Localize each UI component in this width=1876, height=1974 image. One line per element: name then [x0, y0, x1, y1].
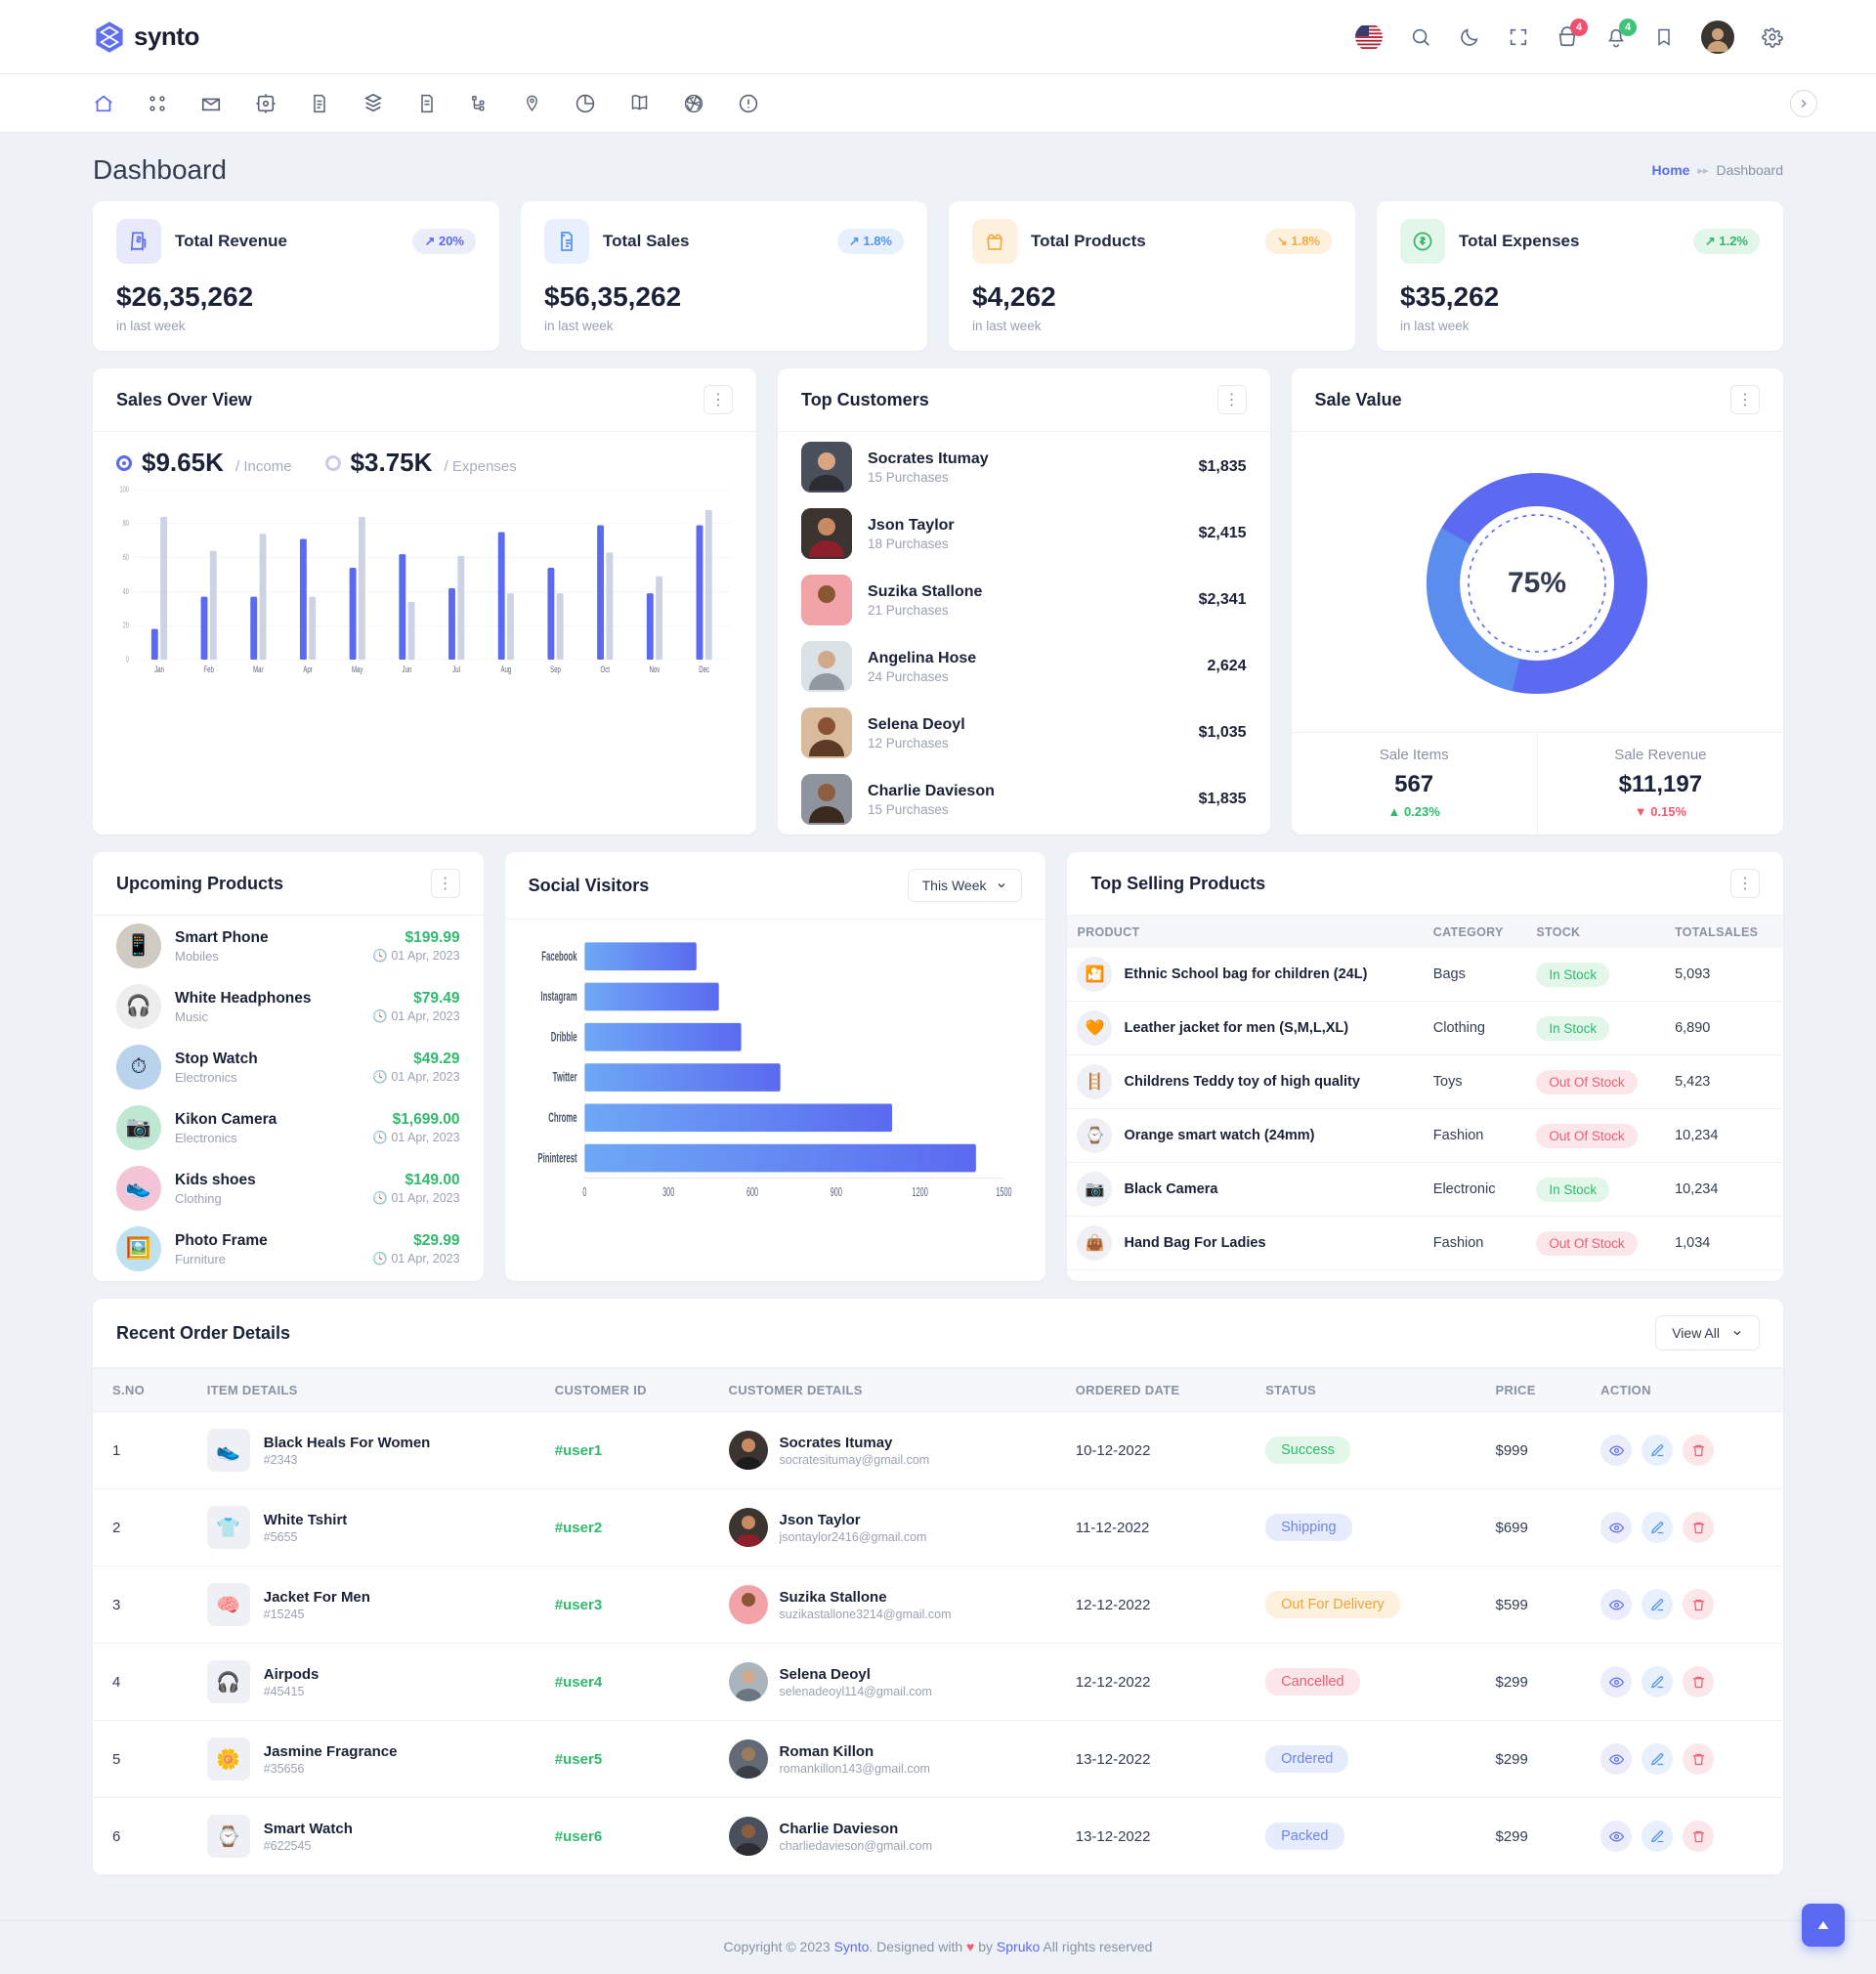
svg-text:Jan: Jan — [154, 665, 164, 675]
svg-text:Oct: Oct — [601, 665, 611, 675]
svg-text:Aug: Aug — [500, 665, 511, 675]
svg-text:Pininterest: Pininterest — [537, 1151, 576, 1166]
svg-text:Mar: Mar — [253, 665, 264, 675]
svg-text:May: May — [352, 665, 363, 675]
svg-text:Nov: Nov — [650, 665, 661, 675]
svg-text:Jun: Jun — [403, 665, 412, 675]
svg-text:1200: 1200 — [912, 1186, 927, 1199]
svg-text:Chrome: Chrome — [548, 1111, 576, 1126]
svg-text:Instagram: Instagram — [540, 990, 576, 1005]
svg-text:40: 40 — [123, 587, 129, 596]
svg-text:0: 0 — [582, 1186, 586, 1199]
svg-text:Feb: Feb — [203, 665, 213, 675]
svg-text:Apr: Apr — [303, 665, 313, 675]
svg-text:0: 0 — [126, 655, 129, 664]
svg-text:1500: 1500 — [996, 1186, 1011, 1199]
svg-text:900: 900 — [830, 1186, 841, 1199]
svg-text:100: 100 — [119, 485, 128, 494]
svg-text:Sep: Sep — [550, 665, 561, 675]
svg-text:60: 60 — [123, 553, 129, 562]
svg-text:Jul: Jul — [452, 665, 460, 675]
svg-text:300: 300 — [662, 1186, 674, 1199]
svg-text:600: 600 — [746, 1186, 758, 1199]
svg-text:Dribble: Dribble — [550, 1030, 576, 1045]
svg-text:75%: 75% — [1508, 567, 1566, 599]
svg-text:20: 20 — [123, 622, 129, 630]
svg-text:Dec: Dec — [699, 665, 709, 675]
svg-text:Facebook: Facebook — [541, 950, 577, 965]
svg-text:Twitter: Twitter — [552, 1071, 576, 1086]
svg-text:80: 80 — [123, 519, 129, 528]
